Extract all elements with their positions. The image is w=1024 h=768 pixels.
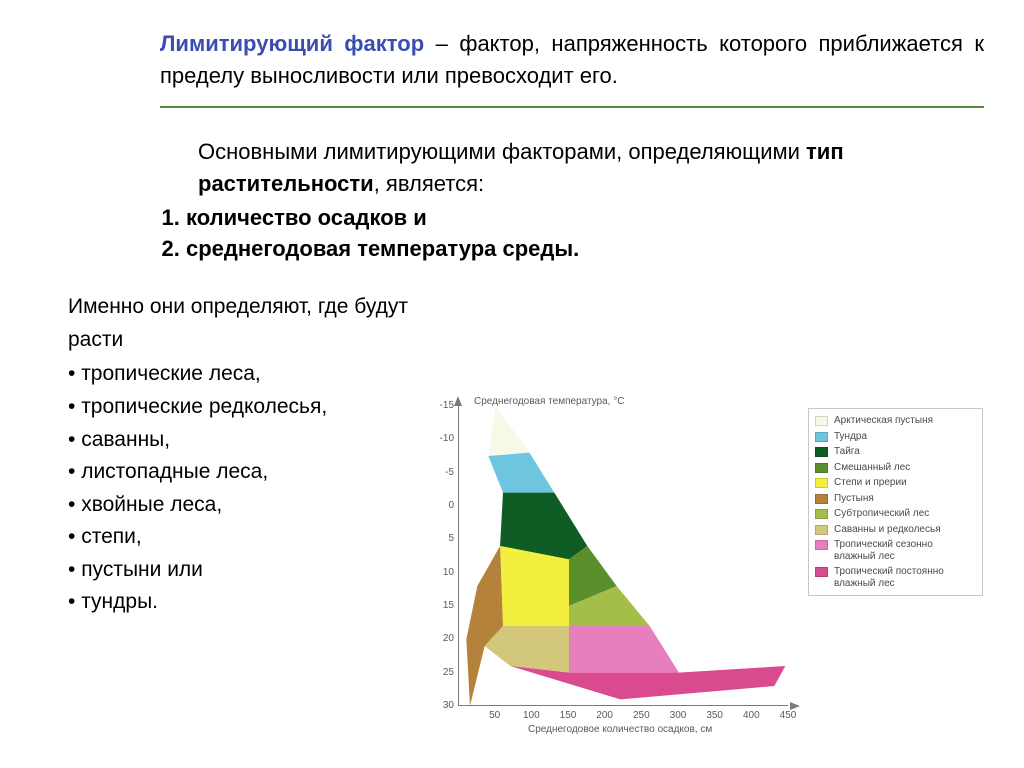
legend-item: Степи и прерии [815, 477, 976, 489]
legend-item: Арктическая пустыня [815, 415, 976, 427]
legend-label: Тундра [834, 431, 867, 443]
legend-item: Саванны и редколесья [815, 524, 976, 536]
factor-item: количество осадков и [186, 202, 984, 234]
legend-item: Тундра [815, 431, 976, 443]
x-tick: 250 [633, 710, 650, 721]
legend-swatch [815, 540, 828, 550]
legend-label: Саванны и редколесья [834, 524, 941, 536]
y-tick: 25 [436, 667, 454, 678]
y-tick: 0 [436, 500, 454, 511]
x-tick: 150 [560, 710, 577, 721]
biome-list-lead: Именно они определяют, где будут расти [68, 291, 420, 356]
factors-list: количество осадков и среднегодовая темпе… [186, 202, 984, 266]
y-tick: 5 [436, 533, 454, 544]
x-tick: 450 [780, 710, 797, 721]
slide: Лимитирующий фактор – фактор, напряженно… [0, 0, 1024, 768]
x-tick: 100 [523, 710, 540, 721]
legend-label: Тропический сезонно влажный лес [834, 539, 976, 562]
biome-shapes [459, 406, 789, 706]
y-axis-arrow-icon [454, 396, 462, 408]
y-tick: -15 [436, 400, 454, 411]
biome-tundra [488, 453, 554, 493]
legend-swatch [815, 525, 828, 535]
list-item: тропические редколесья, [68, 391, 420, 424]
y-tick: -10 [436, 433, 454, 444]
biome-desert [466, 546, 503, 706]
list-item: тундры. [68, 586, 420, 619]
factors-intro: Основными лимитирующими факторами, опред… [198, 136, 984, 200]
legend-swatch [815, 567, 828, 577]
y-tick: 15 [436, 600, 454, 611]
biome-tropical-seasonal [569, 626, 679, 673]
legend-item: Тропический постоянно влажный лес [815, 566, 976, 589]
legend-swatch [815, 494, 828, 504]
list-item: степи, [68, 521, 420, 554]
list-item: тропические леса, [68, 358, 420, 391]
x-axis-arrow-icon [788, 702, 800, 710]
x-tick: 400 [743, 710, 760, 721]
legend-item: Субтропический лес [815, 508, 976, 520]
legend-swatch [815, 463, 828, 473]
biome-arctic-desert [488, 406, 529, 456]
biome-list-block: Именно они определяют, где будут расти т… [40, 291, 420, 618]
legend-label: Тайга [834, 446, 860, 458]
y-tick: 30 [436, 700, 454, 711]
definition-block: Лимитирующий фактор – фактор, напряженно… [160, 28, 984, 108]
legend-label: Тропический постоянно влажный лес [834, 566, 976, 589]
x-tick: 300 [670, 710, 687, 721]
legend-item: Тайга [815, 446, 976, 458]
legend-item: Пустыня [815, 493, 976, 505]
legend-swatch [815, 416, 828, 426]
factors-block: Основными лимитирующими факторами, опред… [160, 136, 984, 266]
legend-swatch [815, 432, 828, 442]
term: Лимитирующий фактор [160, 31, 424, 56]
whittaker-chart: Среднегодовая температура, °C -15-10-505… [418, 398, 998, 748]
list-item: пустыни или [68, 554, 420, 587]
legend-label: Субтропический лес [834, 508, 929, 520]
biome-savanna [485, 626, 569, 673]
factor-item: среднегодовая температура среды. [186, 233, 984, 265]
x-tick: 350 [706, 710, 723, 721]
y-tick: 10 [436, 567, 454, 578]
legend-label: Степи и прерии [834, 477, 907, 489]
list-item: хвойные леса, [68, 489, 420, 522]
biome-steppe [500, 546, 569, 626]
list-item: саванны, [68, 424, 420, 457]
legend-label: Смешанный лес [834, 462, 910, 474]
legend-item: Смешанный лес [815, 462, 976, 474]
legend-swatch [815, 447, 828, 457]
biome-bullets: тропические леса, тропические редколесья… [68, 358, 420, 618]
legend-swatch [815, 509, 828, 519]
legend-swatch [815, 478, 828, 488]
plot-area [458, 406, 788, 706]
x-tick: 50 [489, 710, 500, 721]
x-tick: 200 [596, 710, 613, 721]
list-item: листопадные леса, [68, 456, 420, 489]
x-axis-label: Среднегодовое количество осадков, см [528, 724, 712, 735]
legend: Арктическая пустыня Тундра Тайга Смешанный … [808, 408, 983, 596]
y-tick: -5 [436, 467, 454, 478]
legend-item: Тропический сезонно влажный лес [815, 539, 976, 562]
legend-label: Арктическая пустыня [834, 415, 933, 427]
legend-label: Пустыня [834, 493, 874, 505]
y-tick: 20 [436, 633, 454, 644]
